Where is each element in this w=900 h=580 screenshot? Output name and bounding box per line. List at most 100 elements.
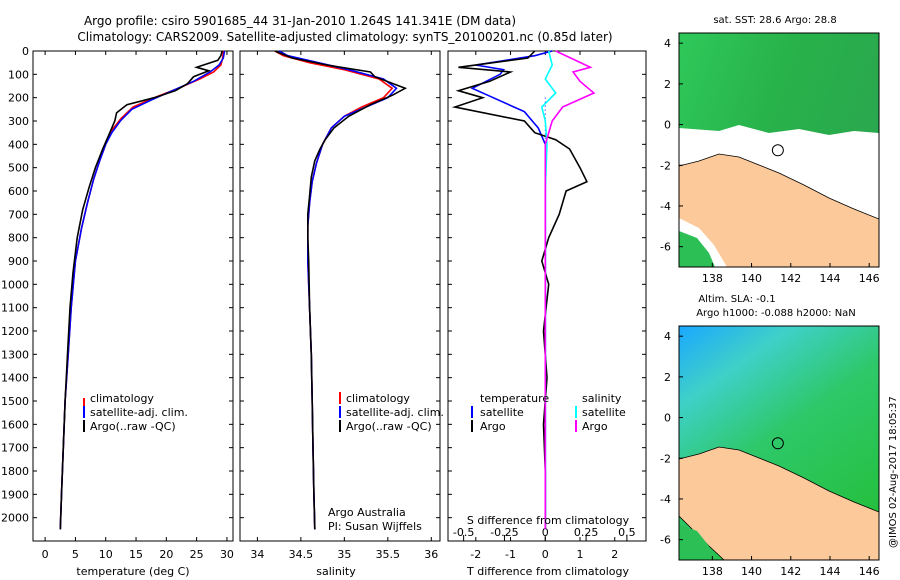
depth-tick-label: 900 xyxy=(8,255,29,268)
temperature-series-argo-raw-qc- xyxy=(59,50,223,530)
depth-tick-label: 400 xyxy=(8,138,29,151)
depth-tick-label: 1200 xyxy=(1,325,29,338)
temperature-xtick-label: 5 xyxy=(72,548,79,561)
map-lat-label: 0 xyxy=(664,412,671,425)
map-lat-label: 4 xyxy=(664,330,671,343)
difference-xtick-label: 0 xyxy=(542,548,549,561)
depth-tick-label: 600 xyxy=(8,185,29,198)
temp-legend-argo: Argo(..raw -QC) xyxy=(90,420,176,433)
figure-title-line1: Argo profile: csiro 5901685_44 31-Jan-20… xyxy=(84,14,516,28)
temperature-xtick-label: 20 xyxy=(159,548,173,561)
difference-series-temperature-satellite xyxy=(470,50,553,530)
sla-map-plot xyxy=(679,326,879,560)
map-lon-label: 146 xyxy=(859,565,880,578)
map-lat-label: 4 xyxy=(664,37,671,50)
temperature-series-satellite-adj-clim- xyxy=(59,50,226,530)
difference-xtick-label: -2 xyxy=(470,548,481,561)
salinity-diff-tick-label: 0.5 xyxy=(618,526,636,539)
sst-argo-location xyxy=(771,144,784,157)
sla-map-title-2: Argo h1000: -0.088 h2000: NaN xyxy=(696,308,856,319)
difference-legend: temperature satellite Argo salinity sate… xyxy=(471,392,626,433)
sal-legend-argo: Argo(..raw -QC) xyxy=(346,420,432,433)
depth-tick-label: 0 xyxy=(22,45,29,58)
map-lon-label: 142 xyxy=(780,272,801,285)
sst-map-plot xyxy=(679,33,879,267)
sst-map-frame xyxy=(678,32,880,268)
imos-timestamp: @IMOS 02-Aug-2017 18:05:37 xyxy=(888,396,899,548)
difference-xlabel-top: S difference from climatology xyxy=(467,514,630,527)
diff-legend-title-salinity: salinity xyxy=(582,392,622,405)
depth-tick-label: 1900 xyxy=(1,488,29,501)
depth-tick-label: 1600 xyxy=(1,418,29,431)
salinity-xtick-label: 35 xyxy=(337,548,351,561)
map-lon-label: 138 xyxy=(702,565,723,578)
temp-legend-climatology: climatology xyxy=(90,392,154,405)
depth-tick-label: 100 xyxy=(8,68,29,81)
depth-tick-label: 1700 xyxy=(1,442,29,455)
diff-legend-t-argo: Argo xyxy=(480,420,506,433)
sla-map-panel: Altim. SLA: -0.1 Argo h1000: -0.088 h200… xyxy=(660,294,880,578)
salinity-series-satellite-adj-clim- xyxy=(278,50,398,530)
difference-xlabel: T difference from climatology xyxy=(466,565,629,578)
map-lon-label: 146 xyxy=(859,272,880,285)
map-lon-label: 144 xyxy=(819,565,840,578)
difference-series-temperature-argo xyxy=(451,50,588,530)
salinity-diff-tick-label: 0.25 xyxy=(574,526,599,539)
temperature-xtick-label: 25 xyxy=(190,548,204,561)
salinity-xtick-label: 35.5 xyxy=(376,548,401,561)
sst-map-title: sat. SST: 28.6 Argo: 28.8 xyxy=(713,15,836,26)
map-lat-label: 2 xyxy=(664,371,671,384)
temperature-xtick-label: 0 xyxy=(42,548,49,561)
annotation-pi: PI: Susan Wijffels xyxy=(328,520,422,533)
map-lat-label: 2 xyxy=(664,78,671,91)
temperature-xtick-label: 10 xyxy=(99,548,113,561)
salinity-xtick-label: 36 xyxy=(424,548,438,561)
depth-tick-label: 1500 xyxy=(1,395,29,408)
salinity-diff-tick-label: 0 xyxy=(542,526,549,539)
sal-legend-satellite: satellite-adj. clim. xyxy=(346,406,444,419)
salinity-xlabel: salinity xyxy=(316,565,356,578)
salinity-diff-tick-label: -0.25 xyxy=(490,526,518,539)
difference-xtick-label: -1 xyxy=(505,548,516,561)
map-lon-label: 140 xyxy=(741,272,762,285)
salinity-xtick-label: 34.5 xyxy=(289,548,314,561)
map-lat-label: -4 xyxy=(660,493,671,506)
diff-legend-title-temperature: temperature xyxy=(480,392,549,405)
depth-tick-label: 200 xyxy=(8,92,29,105)
sla-map-frame xyxy=(678,325,880,561)
salinity-series-argo-raw-qc- xyxy=(274,50,408,530)
temperature-xtick-label: 15 xyxy=(129,548,143,561)
sst-lower-green xyxy=(679,231,715,267)
depth-tick-label: 500 xyxy=(8,162,29,175)
annotation-argo-australia: Argo Australia xyxy=(328,506,406,519)
depth-tick-label: 1800 xyxy=(1,465,29,478)
depth-tick-label: 1000 xyxy=(1,278,29,291)
map-lat-label: 0 xyxy=(664,119,671,132)
diff-legend-s-satellite: satellite xyxy=(582,406,626,419)
salinity-series-climatology xyxy=(274,50,394,530)
map-lat-label: -2 xyxy=(660,159,671,172)
depth-tick-label: 300 xyxy=(8,115,29,128)
depth-tick-label: 700 xyxy=(8,208,29,221)
depth-tick-label: 1100 xyxy=(1,302,29,315)
map-lat-label: -4 xyxy=(660,200,671,213)
depth-tick-label: 1400 xyxy=(1,372,29,385)
depth-tick-label: 2000 xyxy=(1,512,29,525)
map-lon-label: 140 xyxy=(741,565,762,578)
temperature-xtick-label: 30 xyxy=(220,548,234,561)
salinity-panel: 34 34.5 35 35.5 36 climatology satellite-adj… xyxy=(239,50,444,578)
temperature-legend: climatology satellite-adj. clim. Argo(..… xyxy=(83,392,188,433)
sla-map-title-1: Altim. SLA: -0.1 xyxy=(698,294,775,305)
temp-legend-satellite: satellite-adj. clim. xyxy=(90,406,188,419)
map-lon-label: 142 xyxy=(780,565,801,578)
difference-xtick-label: 2 xyxy=(611,548,618,561)
map-lat-label: -2 xyxy=(660,452,671,465)
map-lat-label: -6 xyxy=(660,241,671,254)
diff-legend-t-satellite: satellite xyxy=(480,406,524,419)
map-lon-label: 138 xyxy=(702,272,723,285)
temperature-xlabel: temperature (deg C) xyxy=(76,565,189,578)
map-lon-label: 144 xyxy=(819,272,840,285)
salinity-xtick-label: 34 xyxy=(250,548,264,561)
temperature-series-climatology xyxy=(59,50,225,530)
